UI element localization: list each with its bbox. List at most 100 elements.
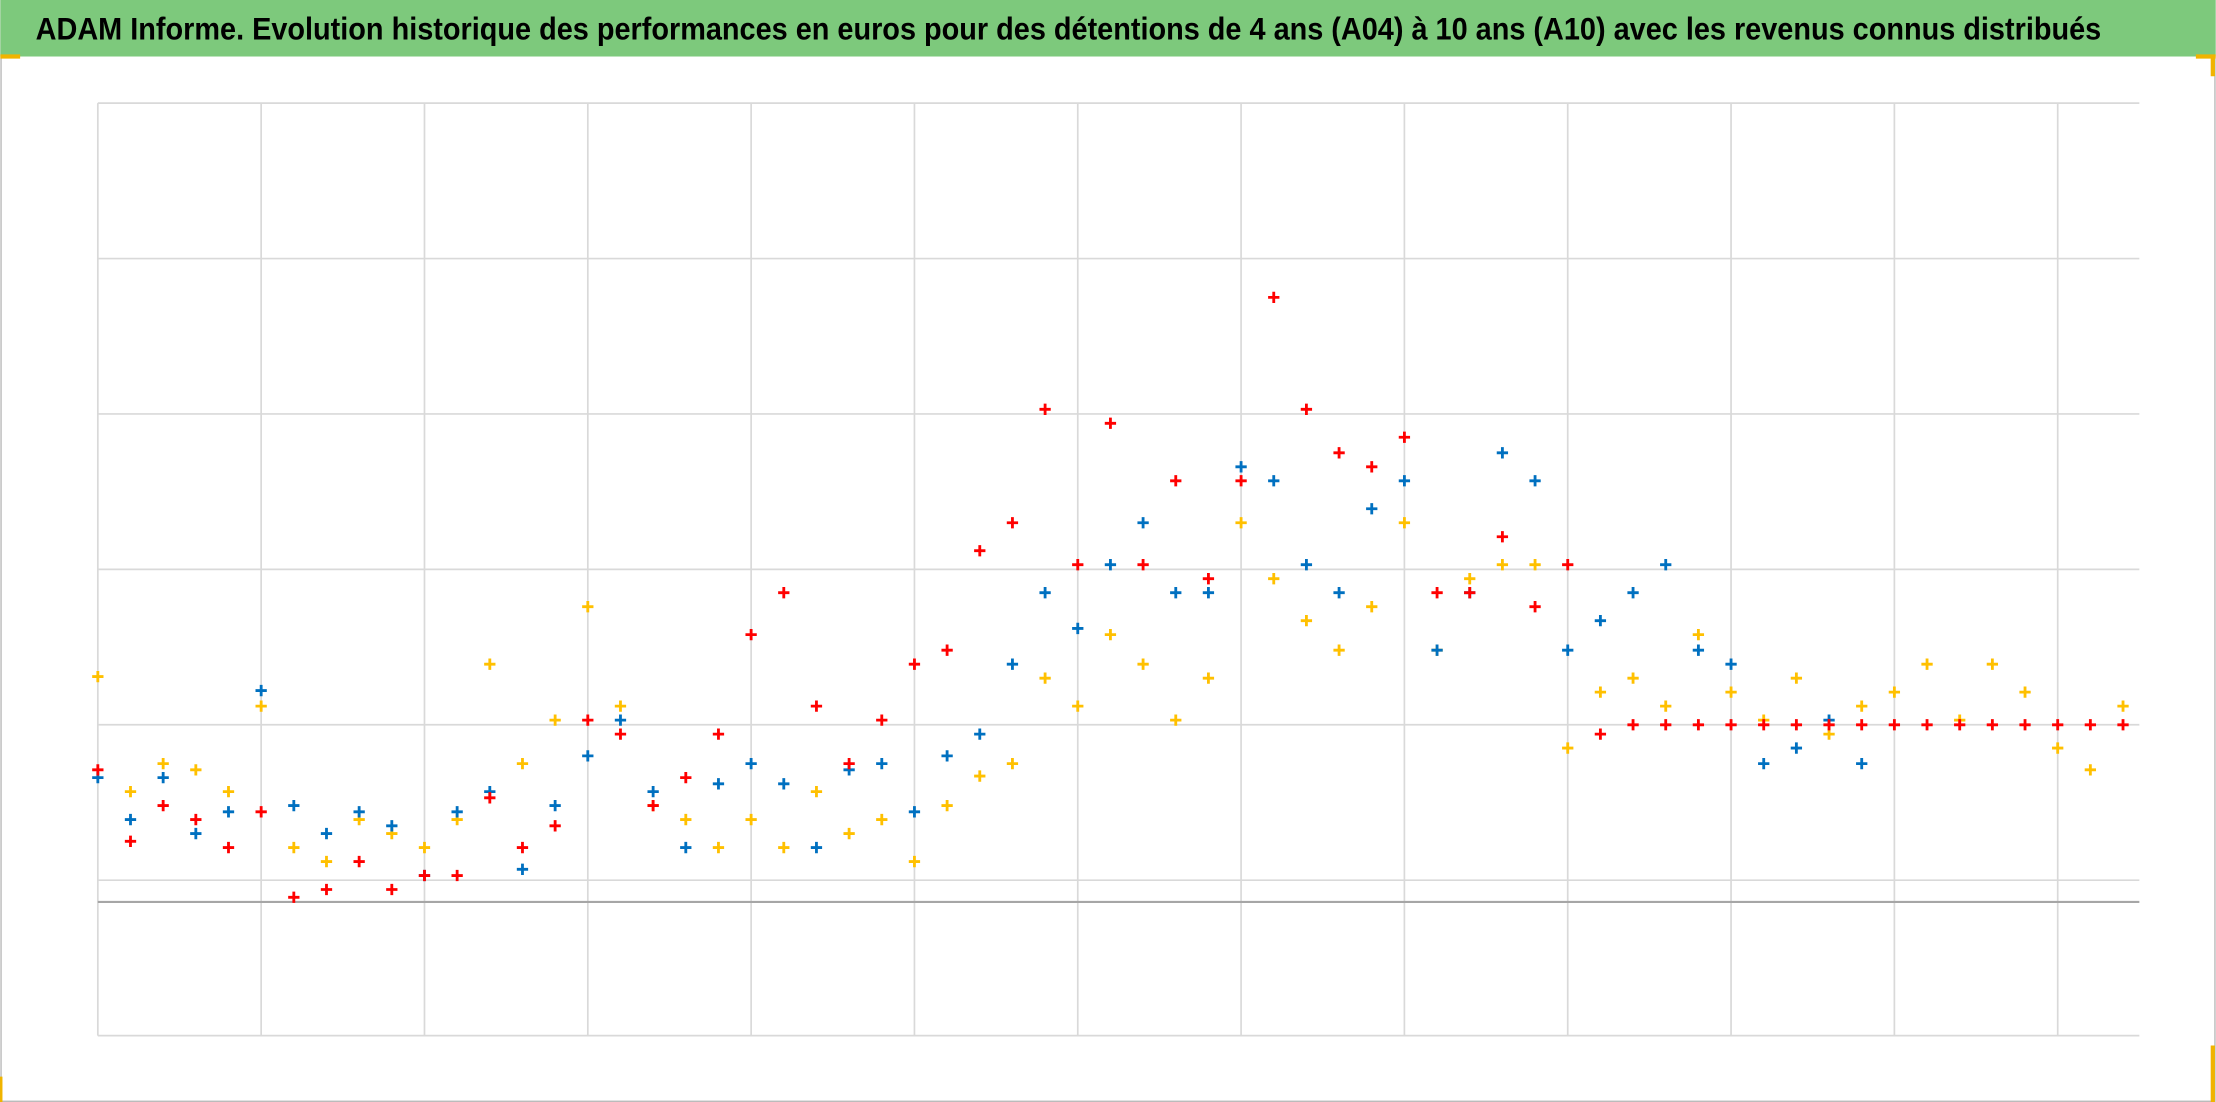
data-point [974, 770, 986, 782]
data-point [1366, 503, 1378, 515]
data-point [1170, 475, 1182, 487]
data-point [712, 728, 725, 740]
data-point [1562, 644, 1574, 656]
data-point [255, 806, 267, 818]
data-point [810, 785, 823, 798]
data-point [353, 855, 365, 868]
data-point [2052, 719, 2064, 731]
data-point [1562, 559, 1574, 571]
data-point [516, 863, 529, 875]
corner-marks [0, 54, 2216, 1102]
data-point [320, 883, 333, 896]
data-point [157, 757, 169, 770]
data-point [1594, 615, 1607, 627]
data-point [876, 714, 888, 726]
data-point [1856, 757, 1868, 770]
data-point [2117, 719, 2129, 731]
data-point [647, 785, 659, 798]
data-point [1202, 672, 1215, 684]
data-point [288, 891, 300, 903]
data-point [190, 813, 202, 826]
data-point [1431, 587, 1443, 599]
data-point [712, 778, 725, 790]
data-point [2084, 719, 2097, 731]
data-point [1104, 559, 1117, 571]
data-point [2019, 719, 2031, 731]
data-point [2117, 700, 2129, 712]
data-point [908, 855, 921, 868]
data-point [288, 841, 300, 854]
data-point [1660, 559, 1672, 571]
data-point [1006, 658, 1019, 670]
data-point [1790, 672, 1803, 684]
data-point [1921, 658, 1933, 670]
data-point [1594, 728, 1607, 740]
data-point [124, 785, 137, 798]
data-point [810, 700, 823, 712]
data-point [549, 799, 561, 812]
data-point [1072, 622, 1084, 635]
data-point [255, 700, 267, 712]
data-point [386, 820, 398, 832]
data-point [353, 806, 365, 818]
data-point [92, 670, 104, 683]
data-point [1986, 719, 1999, 731]
data-point [1627, 587, 1639, 599]
data-point [1366, 461, 1378, 473]
data-point [778, 841, 790, 854]
data-point [1627, 672, 1639, 684]
data-point [582, 750, 594, 762]
data-point [1496, 531, 1509, 543]
data-point [908, 658, 921, 670]
data-point [1137, 517, 1149, 529]
data-point [418, 869, 431, 882]
data-point [1660, 700, 1672, 712]
data-point [1692, 719, 1705, 731]
data-point [1725, 686, 1737, 698]
data-point [1039, 403, 1051, 415]
data-point [1170, 587, 1182, 599]
data-point [124, 835, 137, 847]
data-point [1137, 658, 1149, 670]
data-point [582, 714, 594, 726]
data-point [451, 869, 463, 882]
data-point [1594, 686, 1607, 698]
data-point [1464, 573, 1476, 585]
data-point [2052, 742, 2064, 754]
data-point [1496, 447, 1509, 459]
data-point [745, 813, 757, 826]
data-point [1529, 601, 1541, 613]
data-point [1202, 573, 1215, 585]
data-point [1366, 601, 1378, 613]
data-point [712, 841, 725, 854]
data-point [1300, 615, 1313, 627]
data-point [1039, 672, 1051, 684]
data-point [876, 813, 888, 826]
data-point [1104, 417, 1117, 429]
data-point [941, 799, 953, 812]
data-point [1529, 559, 1541, 571]
data-point [1725, 658, 1737, 670]
data-point [614, 728, 627, 740]
data-point [190, 764, 202, 776]
data-point [1300, 403, 1313, 415]
grid [96, 102, 2140, 1037]
data-point [255, 684, 267, 697]
data-point [810, 841, 823, 854]
data-point [157, 799, 169, 812]
data-point [1464, 587, 1476, 599]
data-point [1888, 686, 1901, 698]
data-point [1431, 644, 1443, 656]
data-point [1235, 461, 1247, 473]
data-point [1954, 719, 1966, 731]
data-point [1692, 628, 1705, 641]
points [92, 291, 2129, 903]
data-point [778, 778, 790, 790]
data-point [974, 545, 986, 557]
data-point [1758, 719, 1770, 731]
data-point [1823, 719, 1835, 731]
data-point [1104, 628, 1117, 641]
